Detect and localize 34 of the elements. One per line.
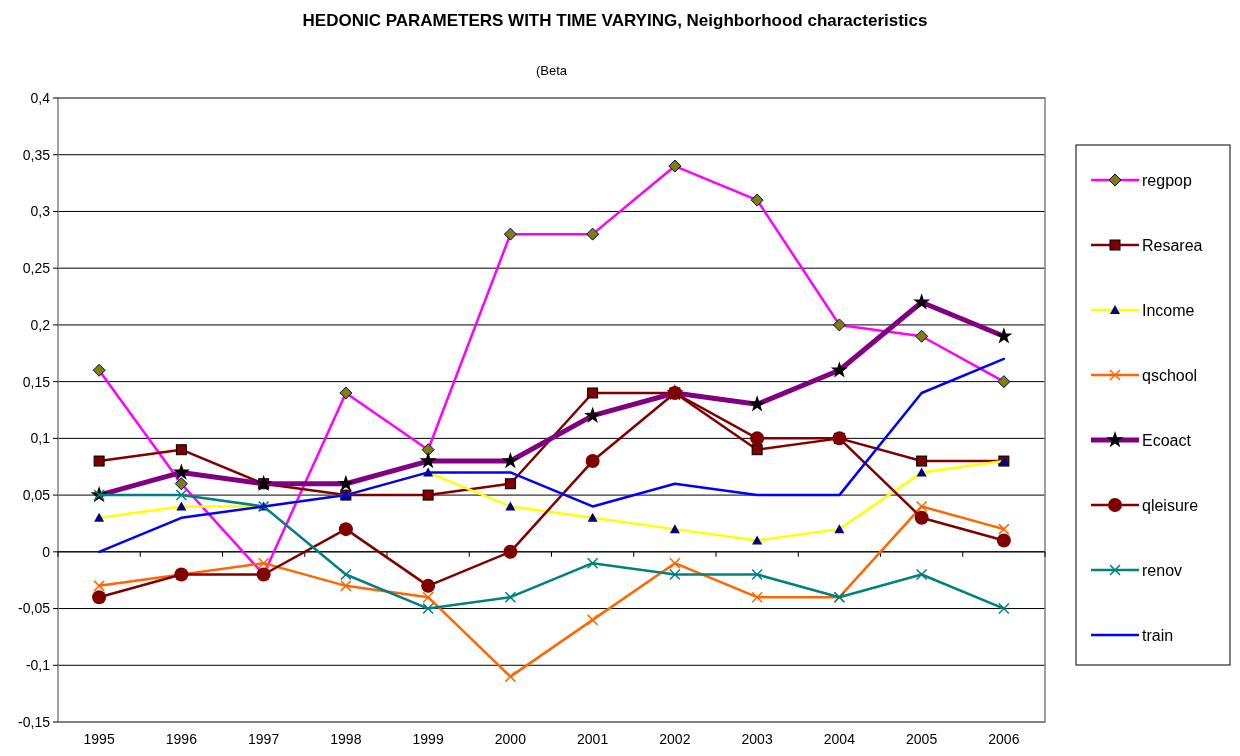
y-tick-label: -0,15: [18, 713, 51, 730]
x-tick-label: 1998: [330, 731, 362, 747]
x-tick-label: 2004: [823, 731, 856, 747]
x-tick-label: 2005: [906, 731, 938, 747]
y-tick-label: 0: [42, 543, 51, 560]
legend-label: train: [1142, 626, 1174, 644]
chart-title: HEDONIC PARAMETERS WITH TIME VARYING, Neighborhood characteristics: [302, 11, 928, 30]
y-tick-label: -0,05: [18, 600, 51, 617]
x-tick-label: 2003: [741, 731, 773, 747]
x-tick-label: 2001: [577, 731, 609, 747]
y-tick-label: -0,1: [25, 657, 51, 674]
y-tick-label: 0,15: [22, 373, 51, 390]
legend-label: renov: [1142, 561, 1183, 579]
x-tick-label: 1995: [83, 731, 115, 747]
y-tick-label: 0,05: [22, 486, 51, 503]
y-tick-label: 0,35: [22, 146, 51, 163]
x-tick-label: 2000: [494, 731, 527, 747]
x-tick-label: 1999: [412, 731, 444, 747]
y-tick-label: 0,2: [30, 316, 51, 333]
y-tick-label: 0,3: [30, 203, 51, 220]
legend-label: qschool: [1142, 366, 1198, 384]
legend-label: Ecoact: [1142, 431, 1192, 449]
legend-label: Resarea: [1142, 236, 1203, 254]
x-tick-label: 2006: [988, 731, 1020, 747]
x-tick-label: 2002: [659, 731, 691, 747]
y-tick-label: 0,4: [30, 89, 51, 106]
legend-label: regpop: [1142, 171, 1192, 189]
x-tick-label: 1996: [165, 731, 198, 747]
legend-label: Income: [1142, 301, 1195, 319]
legend-label: qleisure: [1142, 496, 1199, 514]
y-tick-label: 0,1: [30, 430, 51, 447]
chart-subtitle: (Beta: [535, 63, 568, 78]
x-tick-label: 1997: [248, 731, 280, 747]
y-tick-label: 0,25: [22, 260, 51, 277]
